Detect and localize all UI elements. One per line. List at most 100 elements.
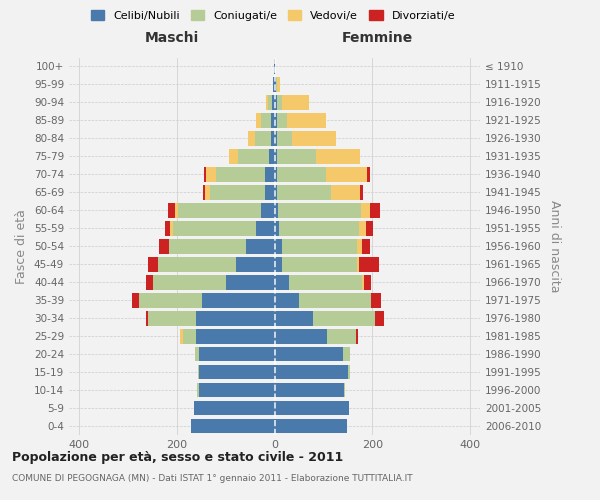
Bar [275,346,343,362]
Bar [210,185,265,200]
Bar [246,239,275,254]
Bar [360,185,362,200]
Bar [364,275,371,289]
Bar [277,131,292,146]
Bar [275,77,276,92]
Bar [226,275,275,289]
Bar [289,275,362,289]
Bar [275,275,289,289]
Bar [248,131,255,146]
Bar [256,221,275,236]
Bar [132,293,139,308]
Bar [203,185,205,200]
Text: COMUNE DI PEGOGNAGA (MN) - Dati ISTAT 1° gennaio 2011 - Elaborazione TUTTITALIA.: COMUNE DI PEGOGNAGA (MN) - Dati ISTAT 1°… [12,474,413,483]
Bar [261,203,275,218]
Bar [276,77,277,92]
Y-axis label: Anni di nascita: Anni di nascita [548,200,561,292]
Bar [275,418,347,434]
Bar [275,149,277,164]
Bar [261,113,271,128]
Bar [275,311,313,326]
Bar [344,382,346,398]
Bar [202,293,275,308]
Bar [182,329,196,344]
Bar [271,131,275,146]
Bar [238,149,269,164]
Bar [199,364,275,380]
Bar [277,167,326,182]
Bar [275,293,299,308]
Bar [331,185,360,200]
Bar [265,185,275,200]
Bar [282,95,309,110]
Legend: Celibi/Nubili, Coniugati/e, Vedovi/e, Divorziati/e: Celibi/Nubili, Coniugati/e, Vedovi/e, Di… [86,6,460,25]
Bar [273,77,275,92]
Bar [277,113,287,128]
Bar [275,364,348,380]
Bar [203,167,206,182]
Bar [199,382,275,398]
Bar [229,149,238,164]
Bar [299,293,371,308]
Bar [139,293,202,308]
Bar [194,400,275,415]
Bar [206,167,216,182]
Bar [191,418,275,434]
Bar [271,113,275,128]
Bar [180,329,182,344]
Bar [275,257,282,272]
Bar [362,239,370,254]
Bar [278,203,361,218]
Bar [371,293,381,308]
Bar [367,167,370,182]
Bar [375,311,384,326]
Bar [356,239,362,254]
Bar [205,185,210,200]
Bar [158,257,236,272]
Bar [168,203,175,218]
Bar [173,221,256,236]
Bar [148,257,158,272]
Bar [196,329,275,344]
Bar [328,329,356,344]
Text: Maschi: Maschi [145,31,199,45]
Bar [275,400,349,415]
Bar [343,346,350,362]
Bar [277,95,282,110]
Bar [256,113,261,128]
Bar [275,113,277,128]
Bar [313,311,375,326]
Text: Popolazione per età, sesso e stato civile - 2011: Popolazione per età, sesso e stato civil… [12,451,343,464]
Bar [169,239,246,254]
Bar [280,221,359,236]
Y-axis label: Fasce di età: Fasce di età [16,209,28,284]
Bar [287,113,326,128]
Bar [275,95,277,110]
Bar [367,221,373,236]
Bar [236,257,275,272]
Bar [275,239,282,254]
Bar [356,257,359,272]
Bar [153,275,226,289]
Bar [196,311,275,326]
Bar [282,239,357,254]
Bar [265,167,275,182]
Bar [195,346,199,362]
Bar [362,275,364,289]
Bar [197,364,199,380]
Text: Femmine: Femmine [341,31,413,45]
Bar [166,221,170,236]
Bar [277,77,280,92]
Bar [370,203,380,218]
Bar [275,203,278,218]
Bar [326,167,367,182]
Bar [356,329,358,344]
Bar [277,185,331,200]
Bar [359,221,367,236]
Bar [275,329,328,344]
Bar [170,221,173,236]
Bar [275,167,277,182]
Bar [272,95,275,110]
Bar [197,382,199,398]
Bar [359,257,379,272]
